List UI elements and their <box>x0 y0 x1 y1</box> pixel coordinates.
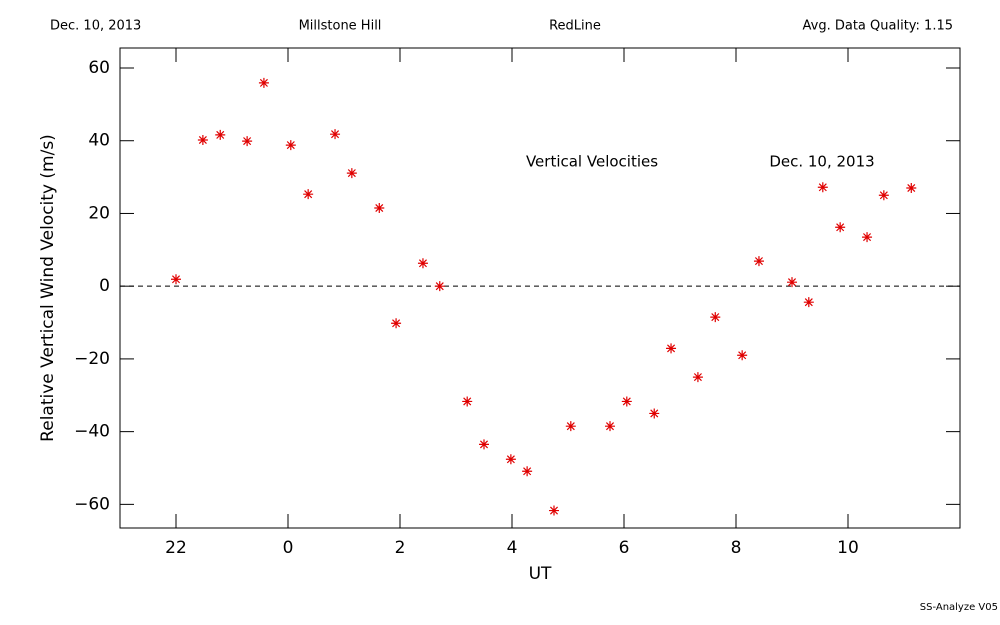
data-point <box>835 222 846 233</box>
header-line: RedLine <box>549 19 601 34</box>
data-point <box>391 318 402 329</box>
data-point <box>330 129 341 140</box>
data-point <box>522 466 533 477</box>
data-point <box>285 140 296 151</box>
data-point <box>605 421 615 432</box>
data-point <box>803 297 814 308</box>
data-point <box>737 350 748 361</box>
header-site: Millstone Hill <box>299 19 382 34</box>
data-point <box>621 396 632 407</box>
data-point <box>197 135 208 145</box>
footer: SS-Analyze V05 <box>920 602 998 613</box>
plot-frame <box>119 47 961 529</box>
x-axis-label: UT <box>529 564 552 584</box>
data-point <box>710 312 721 323</box>
data-point <box>303 189 314 200</box>
data-point <box>215 129 226 140</box>
header-date: Dec. 10, 2013 <box>50 19 141 34</box>
data-point <box>505 454 516 465</box>
data-point <box>417 258 428 269</box>
data-point <box>171 274 181 285</box>
data-point <box>692 372 703 383</box>
data-point <box>906 183 917 193</box>
x-tick-label: 2 <box>395 538 406 558</box>
y-tick-label: 60 <box>88 58 110 78</box>
data-point <box>565 421 576 432</box>
y-tick-label: −20 <box>74 349 110 369</box>
data-point <box>549 505 559 516</box>
data-point <box>258 77 269 88</box>
data-point <box>374 203 385 213</box>
data-point <box>242 136 253 147</box>
data-point <box>817 182 828 193</box>
data-point <box>753 256 764 267</box>
x-tick-label: 4 <box>507 538 518 558</box>
data-point <box>666 343 677 354</box>
annotation: Dec. 10, 2013 <box>769 153 874 171</box>
data-point <box>787 277 797 288</box>
data-point <box>479 439 489 450</box>
header-quality: Avg. Data Quality: 1.15 <box>803 19 953 34</box>
data-point <box>649 408 660 419</box>
data-point <box>462 396 473 407</box>
x-tick-label: 0 <box>283 538 294 558</box>
data-point <box>878 190 889 201</box>
x-tick-label: 6 <box>619 538 630 558</box>
y-axis-label: Relative Vertical Wind Velocity (m/s) <box>38 134 58 442</box>
data-point <box>346 168 357 179</box>
data-point <box>862 232 873 243</box>
x-tick-label: 22 <box>165 538 187 558</box>
annotation: Vertical Velocities <box>526 153 658 171</box>
y-tick-label: −40 <box>74 422 110 442</box>
y-tick-label: 0 <box>99 276 110 296</box>
x-tick-label: 10 <box>837 538 859 558</box>
x-tick-label: 8 <box>731 538 742 558</box>
data-point <box>434 281 445 292</box>
y-tick-label: 40 <box>88 131 110 151</box>
y-tick-label: 20 <box>88 203 110 223</box>
y-tick-label: −60 <box>74 494 110 514</box>
